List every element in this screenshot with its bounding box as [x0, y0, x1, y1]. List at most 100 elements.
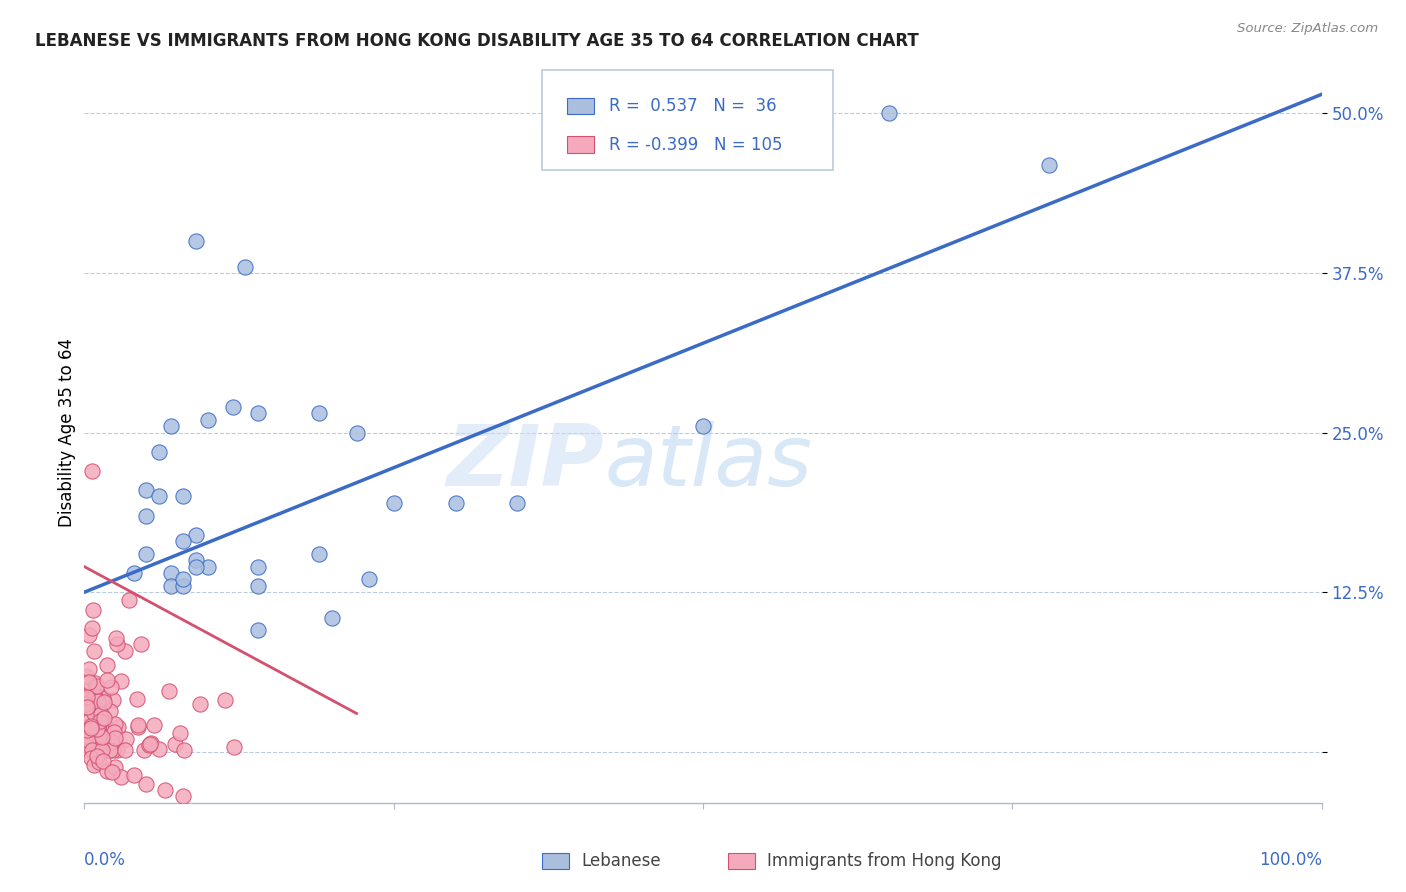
Text: atlas: atlas — [605, 421, 813, 504]
Point — [82, 727, 104, 741]
Point — [76, 690, 98, 704]
Point — [173, 743, 195, 757]
Point — [101, 743, 124, 757]
Point — [87, 699, 110, 714]
Point — [184, 527, 207, 541]
Point — [82, 743, 104, 757]
Point — [308, 407, 330, 421]
Point — [90, 718, 112, 732]
Point — [139, 736, 162, 750]
Point — [77, 662, 100, 676]
Point — [357, 573, 380, 587]
Point — [86, 722, 108, 736]
Point — [346, 425, 368, 440]
Point — [75, 743, 97, 757]
Point — [246, 579, 269, 593]
Point — [96, 673, 118, 687]
Point — [135, 777, 157, 791]
Point — [87, 743, 110, 757]
Bar — [543, 853, 569, 870]
Point — [98, 704, 121, 718]
Text: 100.0%: 100.0% — [1258, 851, 1322, 869]
Point — [160, 566, 183, 580]
Point — [197, 559, 219, 574]
Point — [127, 720, 149, 734]
Point — [76, 700, 98, 714]
Point — [104, 717, 127, 731]
Point — [246, 624, 269, 638]
Point — [75, 739, 97, 754]
Point — [135, 483, 157, 497]
Point — [321, 611, 343, 625]
Point — [222, 400, 245, 414]
Point — [90, 690, 112, 704]
Point — [82, 464, 104, 478]
Point — [80, 743, 103, 757]
Point — [138, 738, 160, 752]
Point — [246, 407, 269, 421]
Point — [84, 729, 107, 743]
Point — [110, 770, 132, 784]
Point — [308, 547, 330, 561]
Point — [76, 733, 98, 747]
Point — [90, 731, 112, 746]
Point — [160, 419, 183, 434]
Point — [105, 743, 128, 757]
Text: R = -0.399   N = 105: R = -0.399 N = 105 — [609, 136, 783, 153]
Point — [138, 737, 160, 751]
Point — [444, 496, 467, 510]
Point — [89, 714, 111, 729]
Point — [75, 698, 97, 712]
Point — [79, 701, 101, 715]
Text: R =  0.537   N =  36: R = 0.537 N = 36 — [609, 97, 776, 115]
Point — [142, 718, 165, 732]
Point — [87, 731, 110, 746]
FancyBboxPatch shape — [543, 70, 832, 169]
Point — [86, 679, 108, 693]
Point — [91, 735, 114, 749]
Point — [98, 743, 121, 757]
Point — [233, 260, 256, 274]
Point — [246, 559, 269, 574]
Point — [172, 534, 194, 549]
Point — [97, 743, 120, 757]
Point — [184, 553, 207, 567]
Point — [79, 751, 101, 765]
Point — [197, 413, 219, 427]
Point — [103, 731, 125, 745]
Point — [79, 731, 101, 746]
Point — [172, 573, 194, 587]
Point — [214, 692, 236, 706]
Point — [114, 743, 136, 757]
Point — [83, 644, 105, 658]
Point — [104, 760, 127, 774]
Bar — [567, 98, 595, 114]
Text: LEBANESE VS IMMIGRANTS FROM HONG KONG DISABILITY AGE 35 TO 64 CORRELATION CHART: LEBANESE VS IMMIGRANTS FROM HONG KONG DI… — [35, 32, 918, 50]
Point — [172, 579, 194, 593]
Point — [83, 690, 105, 705]
Point — [80, 621, 103, 635]
Point — [87, 707, 110, 722]
Point — [107, 720, 129, 734]
Point — [89, 706, 111, 721]
Point — [122, 566, 145, 580]
Point — [87, 693, 110, 707]
Text: Source: ZipAtlas.com: Source: ZipAtlas.com — [1237, 22, 1378, 36]
Point — [105, 637, 128, 651]
Point — [127, 718, 149, 732]
Point — [83, 676, 105, 690]
Point — [84, 742, 107, 756]
Point — [103, 724, 125, 739]
Point — [82, 732, 104, 747]
Point — [93, 695, 115, 709]
Point — [82, 603, 104, 617]
Point — [160, 579, 183, 593]
Bar — [728, 853, 755, 870]
Point — [93, 711, 115, 725]
Point — [135, 508, 157, 523]
Point — [115, 731, 138, 746]
Point — [163, 738, 186, 752]
Y-axis label: Disability Age 35 to 64: Disability Age 35 to 64 — [58, 338, 76, 527]
Point — [75, 669, 97, 683]
Point — [83, 757, 105, 772]
